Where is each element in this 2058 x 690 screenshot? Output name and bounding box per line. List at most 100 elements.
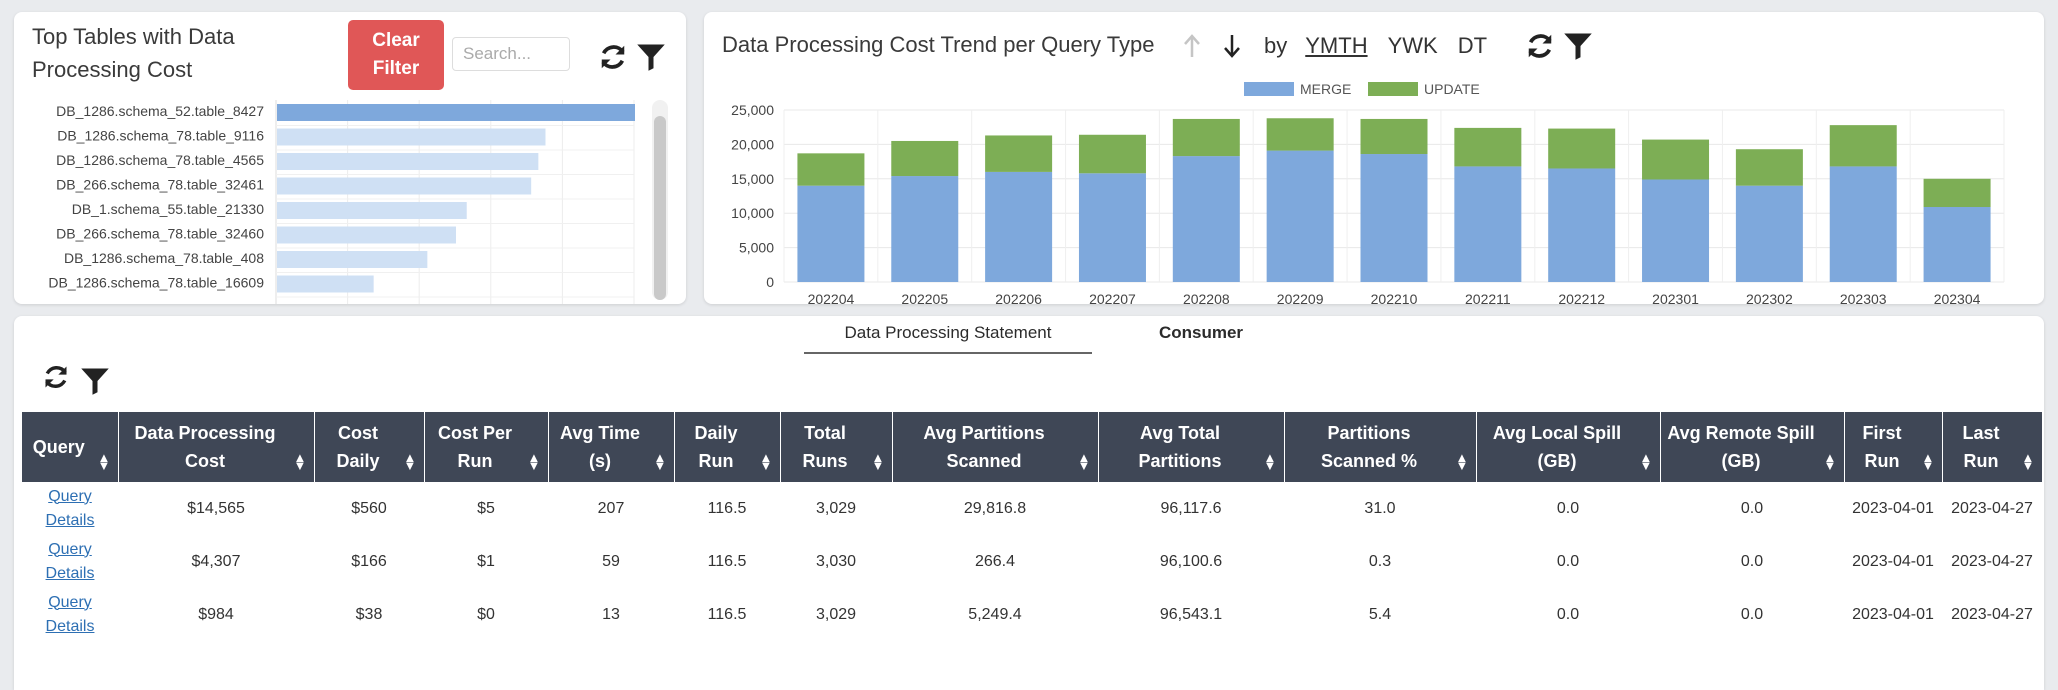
sort-icon[interactable]: ▲ ▼ bbox=[759, 450, 773, 473]
column-header[interactable]: First Run ▲ ▼ bbox=[1844, 412, 1943, 482]
refresh-icon[interactable] bbox=[598, 42, 628, 72]
bar-update[interactable] bbox=[1360, 118, 1428, 155]
tab-consumer[interactable]: Consumer bbox=[1158, 323, 1244, 342]
refresh-icon[interactable] bbox=[42, 363, 70, 391]
bar-update[interactable] bbox=[1078, 134, 1146, 174]
bar-update[interactable] bbox=[985, 135, 1053, 172]
bar-update[interactable] bbox=[1923, 178, 1991, 208]
bar-update[interactable] bbox=[797, 153, 865, 186]
bar-merge[interactable] bbox=[797, 185, 865, 282]
column-header[interactable]: Avg Local Spill (GB) ▲ ▼ bbox=[1476, 412, 1661, 482]
scrollbar-thumb[interactable] bbox=[654, 116, 666, 300]
ymth-link[interactable]: YMTH bbox=[1305, 33, 1368, 58]
cost-trend-chart: MERGE UPDATE 0 5,000 10,000 15,000 20,000 25,00… bbox=[731, 81, 2005, 304]
bar-update[interactable] bbox=[1735, 149, 1803, 186]
sort-asc-icon[interactable] bbox=[1182, 33, 1202, 59]
sort-icon[interactable]: ▲ ▼ bbox=[293, 450, 307, 473]
sort-icon[interactable]: ▲ ▼ bbox=[653, 450, 667, 473]
query-details-link[interactable]: Query Details bbox=[45, 593, 95, 635]
x-tick-label: 202209 bbox=[1277, 291, 1324, 304]
table-cell: 29,816.8 bbox=[963, 499, 1027, 517]
table-cell: 0.0 bbox=[1740, 552, 1764, 570]
sort-icon[interactable]: ▲ ▼ bbox=[527, 450, 541, 473]
sort-icon[interactable]: ▲ ▼ bbox=[1823, 450, 1837, 473]
scrollbar-track[interactable] bbox=[652, 100, 668, 300]
table-cost-bar[interactable] bbox=[277, 251, 428, 268]
x-tick-label: 202204 bbox=[808, 291, 855, 304]
dt-link[interactable]: DT bbox=[1457, 33, 1488, 58]
column-header-label: Cost Per Run bbox=[437, 423, 513, 471]
sort-icon[interactable]: ▲ ▼ bbox=[2021, 450, 2035, 473]
bar-merge[interactable] bbox=[1735, 185, 1803, 282]
sort-icon[interactable]: ▲ ▼ bbox=[97, 450, 111, 473]
bar-merge[interactable] bbox=[1923, 207, 1991, 282]
table-cost-bar[interactable] bbox=[277, 153, 539, 170]
bar-update[interactable] bbox=[1172, 118, 1240, 157]
table-cell: 116.5 bbox=[707, 499, 747, 517]
bar-merge[interactable] bbox=[1172, 156, 1240, 282]
sort-icon[interactable]: ▲ ▼ bbox=[1639, 450, 1653, 473]
table-cost-bar[interactable] bbox=[277, 177, 532, 195]
table-cost-bar[interactable] bbox=[277, 128, 546, 146]
bar-merge[interactable] bbox=[1078, 173, 1146, 282]
column-header[interactable]: Data Processing Cost ▲ ▼ bbox=[118, 412, 315, 482]
table-cost-bar[interactable] bbox=[277, 202, 467, 219]
table-cell: $4,307 bbox=[191, 552, 241, 570]
bar-update[interactable] bbox=[891, 140, 959, 177]
y-tick-label: 10,000 bbox=[731, 205, 774, 221]
sort-icon[interactable]: ▲ ▼ bbox=[1455, 450, 1469, 473]
table-cost-bar[interactable] bbox=[277, 104, 635, 121]
column-header[interactable]: Avg Total Partitions ▲ ▼ bbox=[1098, 412, 1285, 482]
search-input[interactable] bbox=[452, 37, 570, 71]
bar-update[interactable] bbox=[1548, 128, 1616, 169]
bar-merge[interactable] bbox=[1548, 168, 1616, 282]
column-header[interactable]: Avg Remote Spill (GB) ▲ ▼ bbox=[1660, 412, 1845, 482]
filter-icon[interactable] bbox=[1563, 31, 1593, 61]
tab-data-processing-statement[interactable]: Data Processing Statement bbox=[804, 316, 1092, 354]
query-cell: Query Details bbox=[22, 588, 118, 641]
clear-filter-button[interactable]: Clear Filter bbox=[348, 20, 444, 90]
column-header[interactable]: Daily Run ▲ ▼ bbox=[674, 412, 781, 482]
sort-icon[interactable]: ▲ ▼ bbox=[871, 450, 885, 473]
top-tables-card: Top Tables with Data Processing Cost Cle… bbox=[14, 12, 686, 304]
column-header[interactable]: Cost Per Run ▲ ▼ bbox=[424, 412, 549, 482]
table-cell: 3,030 bbox=[815, 552, 857, 570]
sort-icon[interactable]: ▲ ▼ bbox=[1921, 450, 1935, 473]
table-cell: 0.0 bbox=[1556, 552, 1580, 570]
bar-merge[interactable] bbox=[1829, 166, 1897, 282]
sort-icon[interactable]: ▲ ▼ bbox=[1263, 450, 1277, 473]
sort-icon[interactable]: ▲ ▼ bbox=[403, 450, 417, 473]
column-header[interactable]: Partitions Scanned % ▲ ▼ bbox=[1284, 412, 1477, 482]
bar-update[interactable] bbox=[1642, 139, 1710, 180]
column-header[interactable]: Query ▲ ▼ bbox=[22, 412, 119, 482]
query-details-link[interactable]: Query Details bbox=[45, 540, 95, 582]
query-cell: Query Details bbox=[22, 535, 118, 588]
table-cost-bar[interactable] bbox=[277, 226, 456, 244]
bar-merge[interactable] bbox=[891, 176, 959, 282]
bar-merge[interactable] bbox=[1266, 150, 1334, 282]
bar-merge[interactable] bbox=[1454, 166, 1522, 282]
column-header[interactable]: Avg Time (s) ▲ ▼ bbox=[548, 412, 675, 482]
column-header[interactable]: Total Runs ▲ ▼ bbox=[780, 412, 893, 482]
column-header[interactable]: Avg Partitions Scanned ▲ ▼ bbox=[892, 412, 1099, 482]
bar-merge[interactable] bbox=[1642, 179, 1710, 282]
bar-update[interactable] bbox=[1829, 125, 1897, 167]
query-details-link[interactable]: Query Details bbox=[45, 487, 95, 529]
filter-icon[interactable] bbox=[636, 42, 666, 72]
filter-icon[interactable] bbox=[80, 366, 110, 396]
table-cell: 2023-04-01 bbox=[1852, 605, 1934, 623]
sort-desc-icon[interactable] bbox=[1222, 33, 1242, 59]
bar-merge[interactable] bbox=[985, 171, 1053, 282]
column-header[interactable]: Last Run ▲ ▼ bbox=[1942, 412, 2043, 482]
bar-update[interactable] bbox=[1266, 118, 1334, 151]
column-header[interactable]: Cost Daily ▲ ▼ bbox=[314, 412, 425, 482]
sort-icon[interactable]: ▲ ▼ bbox=[1077, 450, 1091, 473]
table-cost-bar[interactable] bbox=[277, 275, 374, 293]
refresh-icon[interactable] bbox=[1525, 31, 1555, 61]
ywk-link[interactable]: YWK bbox=[1387, 33, 1438, 58]
category-label: DB_266.schema_78.table_32460 bbox=[56, 226, 264, 242]
table-cell: 0.0 bbox=[1740, 499, 1764, 517]
bar-merge[interactable] bbox=[1360, 154, 1428, 282]
bar-update[interactable] bbox=[1454, 127, 1522, 167]
cost-trend-card: Data Processing Cost Trend per Query Typ… bbox=[704, 12, 2044, 304]
